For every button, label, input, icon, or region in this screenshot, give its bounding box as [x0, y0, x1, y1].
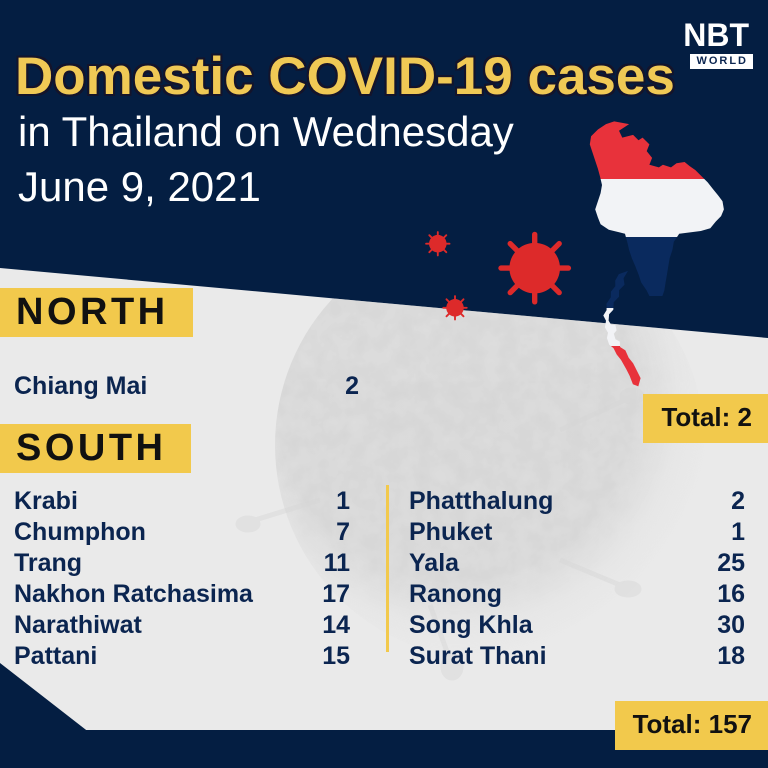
svg-text:NBT: NBT	[683, 17, 749, 53]
